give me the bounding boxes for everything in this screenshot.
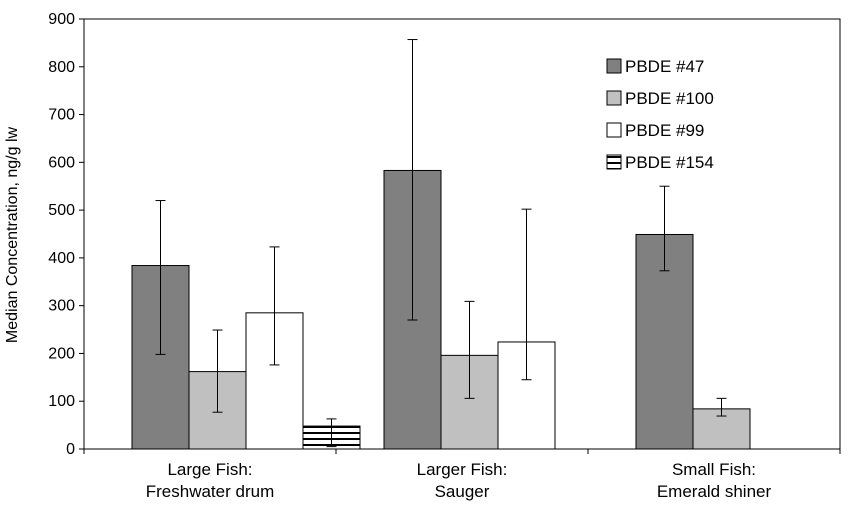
legend-label: PBDE #100 <box>625 89 714 108</box>
error-bars-group <box>155 39 727 448</box>
legend-swatch <box>606 154 622 170</box>
y-tick-label: 600 <box>48 154 75 171</box>
y-tick-label: 800 <box>48 59 75 76</box>
legend-label: PBDE #154 <box>625 153 714 172</box>
x-category-label: Sauger <box>435 482 490 501</box>
y-tick-label: 900 <box>48 11 75 28</box>
x-category-label: Emerald shiner <box>657 482 772 501</box>
y-tick-label: 200 <box>48 345 75 362</box>
legend-label: PBDE #47 <box>625 57 704 76</box>
x-category-label: Freshwater drum <box>146 482 274 501</box>
y-tick-label: 0 <box>66 441 75 458</box>
legend-label: PBDE #99 <box>625 121 704 140</box>
legend-swatch <box>606 90 622 106</box>
y-tick-label: 400 <box>48 250 75 267</box>
y-tick-label: 100 <box>48 393 75 410</box>
axes-group: 0 100 200 300 400 500 600 700 800 900 Large Fish: F… <box>48 11 841 501</box>
y-axis-title: Median Concentration, ng/g lw <box>4 126 21 343</box>
x-category-label: Larger Fish: <box>417 460 508 479</box>
bar <box>692 408 751 450</box>
legend: PBDE #47 PBDE #100 PBDE #99 PBDE #154 <box>606 57 714 172</box>
y-tick-label: 300 <box>48 298 75 315</box>
x-category-label: Large Fish: <box>167 460 252 479</box>
legend-swatch <box>606 122 622 138</box>
bars-group <box>131 169 751 450</box>
legend-swatch <box>606 58 622 74</box>
y-tick-label: 700 <box>48 107 75 124</box>
x-category-label: Small Fish: <box>672 460 756 479</box>
y-tick-label: 500 <box>48 202 75 219</box>
